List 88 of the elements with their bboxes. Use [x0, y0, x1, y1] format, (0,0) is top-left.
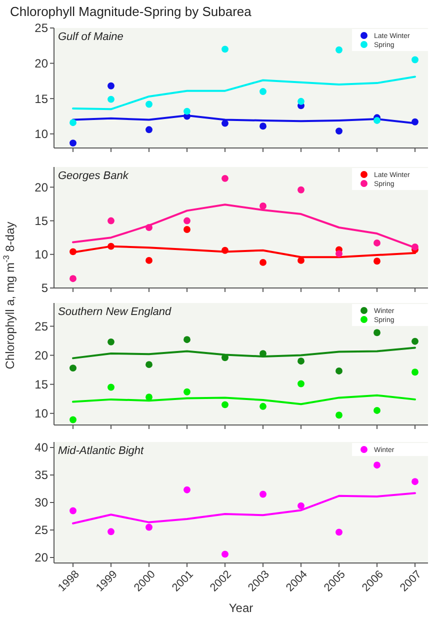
point	[222, 401, 228, 408]
point	[374, 258, 380, 265]
point	[260, 202, 266, 210]
point	[146, 394, 152, 401]
point	[260, 88, 266, 95]
annotation: Mid-Atlantic Bight	[58, 445, 145, 457]
point	[412, 118, 418, 126]
point	[70, 364, 76, 372]
point	[298, 380, 304, 388]
y-tick-label: 20	[34, 550, 48, 565]
point	[412, 368, 418, 376]
point	[70, 507, 76, 514]
point	[298, 98, 304, 105]
point	[412, 56, 418, 64]
point	[108, 96, 114, 103]
point	[184, 388, 190, 396]
point	[374, 407, 380, 414]
point	[298, 358, 304, 365]
y-tick-label: 10	[34, 406, 48, 421]
point	[108, 338, 114, 346]
point	[412, 244, 418, 250]
point	[108, 82, 114, 90]
point	[336, 528, 342, 536]
point	[298, 186, 304, 194]
y-tick-label: 20	[34, 348, 48, 362]
chart-title: Chlorophyll Magnitude-Spring by Subarea	[10, 4, 252, 19]
point	[222, 550, 228, 558]
point	[70, 416, 76, 424]
y-tick-label: 10	[34, 248, 48, 262]
point	[222, 46, 228, 53]
point	[70, 140, 76, 147]
point	[336, 250, 342, 258]
y-tick-label: 25	[34, 523, 48, 538]
y-tick-label: 10	[34, 127, 48, 142]
point	[70, 119, 76, 126]
point	[336, 368, 342, 374]
y-tick-label: 5	[41, 281, 48, 296]
y-tick-label: 35	[34, 468, 48, 482]
point	[146, 524, 152, 531]
point	[108, 242, 114, 250]
y-tick-label: 15	[34, 92, 48, 106]
y-tick-label: 25	[34, 21, 48, 36]
point	[374, 329, 380, 336]
y-tick-label: 15	[34, 378, 48, 392]
point	[184, 226, 190, 233]
y-tick-label: 15	[34, 214, 48, 228]
point	[222, 246, 228, 254]
annotation: Gulf of Maine	[58, 31, 124, 43]
y-tick-label: 25	[34, 319, 48, 334]
point	[146, 126, 152, 134]
point	[108, 384, 114, 391]
point	[260, 402, 266, 410]
point	[336, 128, 342, 135]
point	[374, 462, 380, 469]
y-tick-label: 20	[34, 56, 48, 70]
y-tick-label: 40	[34, 440, 48, 455]
point	[184, 108, 190, 115]
x-axis-title: Year	[228, 601, 254, 615]
point	[108, 528, 114, 536]
point	[146, 100, 152, 108]
point	[260, 490, 266, 498]
annotation: Georges Bank	[58, 170, 129, 182]
point	[222, 120, 228, 127]
point	[184, 486, 190, 494]
y-tick-label: 20	[34, 180, 48, 194]
point	[412, 478, 418, 486]
point	[146, 256, 152, 264]
point	[108, 217, 114, 224]
line-series	[72, 394, 416, 406]
line-series	[72, 76, 416, 110]
point	[70, 275, 76, 282]
point	[298, 256, 304, 264]
point	[146, 224, 152, 231]
point	[184, 336, 190, 344]
point	[412, 338, 418, 345]
point	[374, 117, 380, 124]
point	[336, 46, 342, 54]
point	[374, 239, 380, 246]
point	[70, 248, 76, 256]
annotation: Southern New England	[58, 306, 172, 318]
point	[336, 412, 342, 419]
point	[260, 258, 266, 266]
point	[146, 361, 152, 368]
point	[298, 502, 304, 510]
point	[184, 217, 190, 224]
point	[222, 174, 228, 182]
point	[260, 122, 266, 130]
y-tick-label: 30	[34, 496, 48, 510]
